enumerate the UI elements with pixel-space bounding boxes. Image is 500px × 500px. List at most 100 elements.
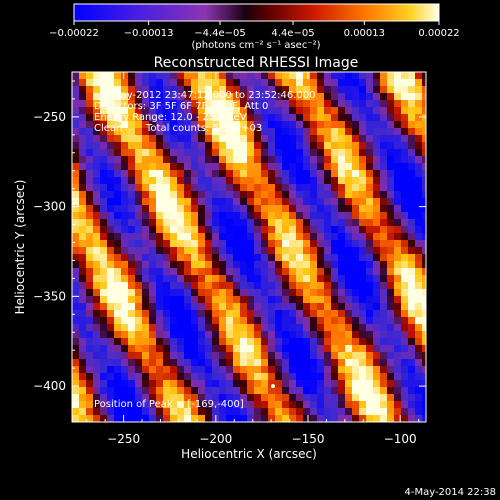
heatmap-cell (303, 100, 311, 108)
heatmap-cell (121, 359, 129, 367)
heatmap-cell (373, 282, 381, 290)
heatmap-cell (310, 163, 318, 171)
heatmap-cell (289, 289, 297, 297)
heatmap-cell (107, 198, 115, 206)
heatmap-cell (149, 198, 157, 206)
heatmap-cell (345, 268, 353, 276)
heatmap-cell (422, 163, 426, 171)
heatmap-cell (359, 198, 367, 206)
annotation-clean: Clean (94, 123, 122, 134)
heatmap-cell (100, 184, 108, 192)
heatmap-cell (121, 254, 129, 262)
heatmap-cell (387, 114, 395, 122)
heatmap-cell (212, 338, 220, 346)
heatmap-cell (422, 289, 426, 297)
heatmap-cell (121, 135, 129, 143)
heatmap-cell (296, 254, 304, 262)
heatmap-cell (233, 415, 241, 422)
heatmap-cell (163, 121, 171, 129)
heatmap-cell (261, 219, 269, 227)
heatmap-cell (422, 205, 426, 213)
heatmap-cell (317, 408, 325, 416)
heatmap-cell (93, 415, 101, 422)
heatmap-cell (415, 247, 423, 255)
heatmap-cell (303, 415, 311, 422)
heatmap-cell (240, 324, 248, 332)
heatmap-cell (380, 415, 388, 422)
heatmap-cell (415, 359, 423, 367)
heatmap-cell (121, 282, 129, 290)
heatmap-cell (401, 107, 409, 115)
heatmap-cell (275, 394, 283, 402)
heatmap-cell (366, 163, 374, 171)
heatmap-cell (345, 170, 353, 178)
x-tick-label: −150 (292, 432, 325, 446)
heatmap-cell (156, 177, 164, 185)
heatmap-cell (72, 198, 80, 206)
heatmap-cell (254, 324, 262, 332)
heatmap-cell (408, 86, 416, 94)
heatmap-cell (261, 149, 269, 157)
heatmap-cell (338, 352, 346, 360)
heatmap-cell (142, 114, 150, 122)
heatmap-cell (86, 373, 94, 381)
heatmap-cell (268, 219, 276, 227)
heatmap-cell (373, 177, 381, 185)
heatmap-cell (128, 275, 136, 283)
heatmap-cell (303, 93, 311, 101)
heatmap-cell (352, 205, 360, 213)
heatmap-cell (86, 219, 94, 227)
heatmap-cell (324, 149, 332, 157)
heatmap-cell (422, 184, 426, 192)
heatmap-cell (303, 310, 311, 318)
heatmap-cell (254, 289, 262, 297)
heatmap-cell (380, 310, 388, 318)
heatmap-cell (254, 282, 262, 290)
heatmap-cell (331, 114, 339, 122)
heatmap-cell (233, 331, 241, 339)
heatmap-cell (128, 324, 136, 332)
heatmap-cell (226, 310, 234, 318)
heatmap-cell (142, 380, 150, 388)
heatmap-cell (310, 254, 318, 262)
heatmap-cell (212, 114, 220, 122)
heatmap-cell (296, 128, 304, 136)
heatmap-cell (156, 373, 164, 381)
heatmap-cell (233, 184, 241, 192)
heatmap-cell (86, 359, 94, 367)
heatmap-cell (184, 107, 192, 115)
heatmap-cell (338, 114, 346, 122)
heatmap-cell (233, 359, 241, 367)
heatmap-cell (408, 191, 416, 199)
heatmap-cell (338, 233, 346, 241)
heatmap-cell (338, 72, 346, 80)
heatmap-cell (324, 268, 332, 276)
heatmap-cell (121, 156, 129, 164)
heatmap-cell (191, 114, 199, 122)
heatmap-cell (198, 394, 206, 402)
heatmap-cell (226, 296, 234, 304)
heatmap-cell (121, 317, 129, 325)
heatmap-cell (156, 205, 164, 213)
heatmap-cell (317, 240, 325, 248)
heatmap-cell (100, 72, 108, 80)
heatmap-cell (93, 149, 101, 157)
heatmap-cell (177, 93, 185, 101)
heatmap-cell (366, 156, 374, 164)
heatmap-cell (401, 310, 409, 318)
heatmap-cell (289, 415, 297, 422)
heatmap-cell (359, 226, 367, 234)
heatmap-cell (107, 282, 115, 290)
heatmap-cell (408, 170, 416, 178)
heatmap-cell (107, 205, 115, 213)
heatmap-cell (135, 296, 143, 304)
heatmap-cell (303, 170, 311, 178)
heatmap-cell (359, 93, 367, 101)
heatmap-cell (275, 289, 283, 297)
heatmap-cell (149, 289, 157, 297)
heatmap-cell (254, 100, 262, 108)
heatmap-cell (338, 282, 346, 290)
heatmap-cell (261, 289, 269, 297)
heatmap-cell (303, 401, 311, 409)
heatmap-cell (107, 408, 115, 416)
